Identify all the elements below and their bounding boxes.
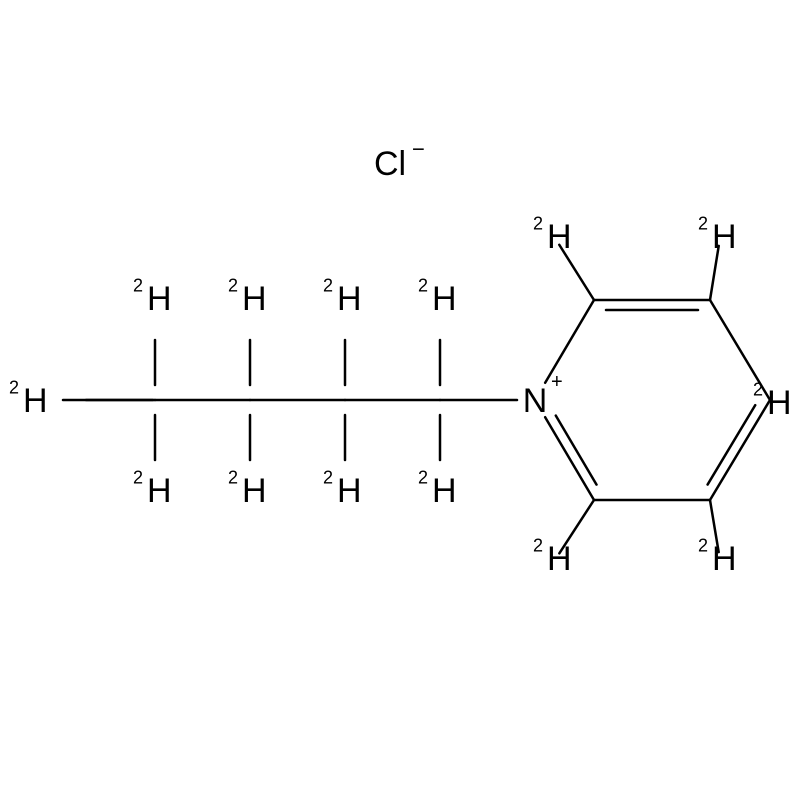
chain-h-up-3: H bbox=[337, 280, 362, 318]
chain-h-down-1: H bbox=[147, 472, 172, 510]
ring-nitrogen-charge: + bbox=[551, 371, 563, 393]
chain-h-down-1-sup: 2 bbox=[133, 467, 143, 487]
chain-h-down-4-sup: 2 bbox=[418, 467, 428, 487]
ring-h-3-sup: 2 bbox=[698, 213, 708, 233]
counterion-charge: − bbox=[412, 136, 425, 161]
chain-h-down-3-sup: 2 bbox=[323, 467, 333, 487]
counterion-label: Cl bbox=[374, 145, 406, 183]
ring-h-2: H bbox=[547, 218, 572, 256]
chain-h-down-2-sup: 2 bbox=[228, 467, 238, 487]
molecule-diagram: Cl−2H2H2H2H2H2H2H2H2HN+2H2H2H2H2H bbox=[0, 0, 800, 800]
ring-h-4-sup: 2 bbox=[753, 379, 763, 399]
chain-h-down-2: H bbox=[242, 472, 267, 510]
chain-h-up-1: H bbox=[147, 280, 172, 318]
chain-h-down-4: H bbox=[432, 472, 457, 510]
chain-h-up-2-sup: 2 bbox=[228, 275, 238, 295]
ring-h-2-sup: 2 bbox=[533, 213, 543, 233]
chain-terminal-h-sup: 2 bbox=[9, 377, 19, 397]
chain-h-up-4-sup: 2 bbox=[418, 275, 428, 295]
ring-h-6-sup: 2 bbox=[533, 535, 543, 555]
chain-terminal-h: H bbox=[23, 382, 48, 420]
ring-h-5-sup: 2 bbox=[698, 535, 708, 555]
chain-h-up-4: H bbox=[432, 280, 457, 318]
ring-h-4: H bbox=[767, 384, 792, 422]
ring-h-6: H bbox=[547, 540, 572, 578]
chain-h-up-1-sup: 2 bbox=[133, 275, 143, 295]
ring-h-3: H bbox=[712, 218, 737, 256]
chain-h-down-3: H bbox=[337, 472, 362, 510]
ring-h-5: H bbox=[712, 540, 737, 578]
chain-h-up-2: H bbox=[242, 280, 267, 318]
ring-nitrogen: N bbox=[523, 382, 548, 420]
chain-h-up-3-sup: 2 bbox=[323, 275, 333, 295]
